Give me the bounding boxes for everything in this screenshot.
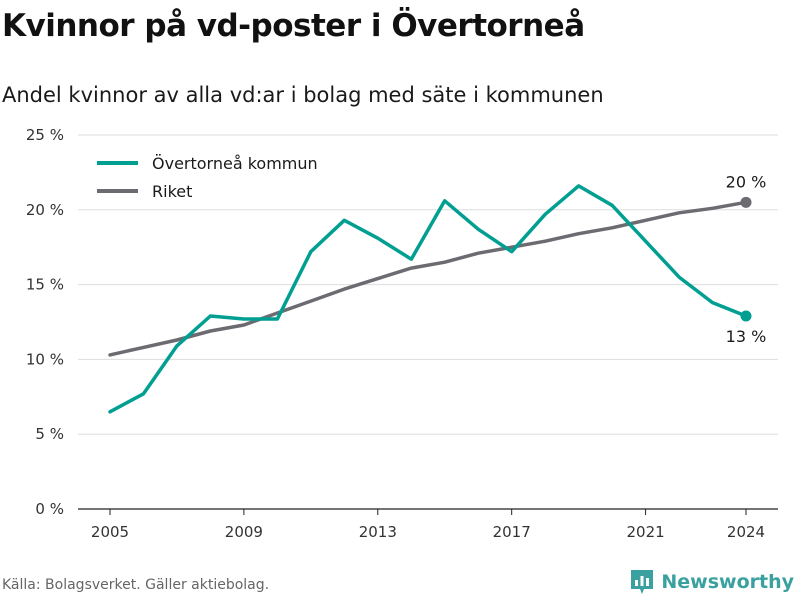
y-tick-label: 5 % bbox=[35, 425, 64, 443]
x-tick-label: 2013 bbox=[359, 523, 397, 541]
x-tick-label: 2021 bbox=[626, 523, 664, 541]
x-tick-label: 2005 bbox=[91, 523, 129, 541]
end-point-riket bbox=[740, 196, 752, 208]
source-note: Källa: Bolagsverket. Gäller aktiebolag. bbox=[2, 577, 270, 593]
y-tick-label: 20 % bbox=[26, 201, 64, 219]
gridlines bbox=[78, 134, 778, 435]
brand-logo: Newsworthy bbox=[629, 568, 794, 596]
series-line-overtornea bbox=[108, 184, 748, 414]
chart-subtitle: Andel kvinnor av alla vd:ar i bolag med … bbox=[2, 83, 604, 107]
y-tick-label: 0 % bbox=[35, 500, 64, 518]
end-label-riket: 20 % bbox=[726, 172, 767, 191]
legend-label: Riket bbox=[152, 182, 192, 201]
line-chart: 0 % 5 % 10 % 15 % 20 % 25 % 2005 2009 2013 2017 20… bbox=[26, 126, 778, 541]
series bbox=[108, 184, 752, 414]
newsworthy-logo-icon bbox=[631, 570, 654, 594]
x-tick-label: 2024 bbox=[727, 523, 765, 541]
x-tick-label: 2009 bbox=[225, 523, 263, 541]
chart-title: Kvinnor på vd-poster i Övertorneå bbox=[2, 8, 585, 44]
legend-label: Övertorneå kommun bbox=[152, 154, 318, 173]
x-tick-label: 2017 bbox=[493, 523, 531, 541]
legend: Övertorneå kommun Riket bbox=[97, 154, 318, 201]
series-line-riket bbox=[108, 200, 748, 357]
end-labels: 13 % 20 % bbox=[726, 172, 767, 346]
y-tick-label: 15 % bbox=[26, 276, 64, 294]
end-point-overtornea bbox=[740, 310, 752, 322]
end-label-overtornea: 13 % bbox=[726, 327, 767, 346]
brand-name: Newsworthy bbox=[661, 571, 794, 593]
y-tick-label: 25 % bbox=[26, 126, 64, 144]
y-tick-label: 10 % bbox=[26, 350, 64, 368]
axes: 0 % 5 % 10 % 15 % 20 % 25 % 2005 2009 2013 2017 20… bbox=[26, 126, 778, 541]
